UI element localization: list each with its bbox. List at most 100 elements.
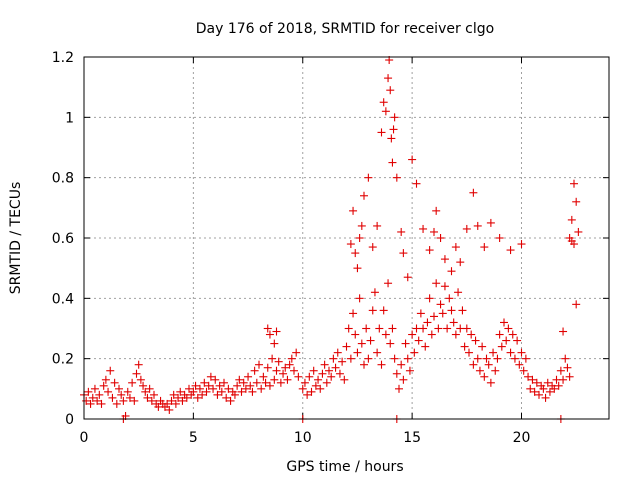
data-point: [574, 227, 583, 236]
data-point: [318, 369, 327, 378]
data-point: [86, 399, 95, 408]
data-point: [524, 372, 533, 381]
data-point: [325, 366, 333, 375]
data-point: [506, 348, 515, 357]
data-point: [368, 306, 377, 315]
data-point: [202, 387, 211, 396]
data-point: [535, 390, 543, 399]
data-point: [401, 339, 410, 348]
data-point: [224, 384, 233, 393]
data-point: [123, 387, 132, 396]
x-tick-label: 20: [513, 430, 531, 446]
data-point: [510, 354, 519, 363]
data-point: [506, 246, 515, 255]
data-point: [191, 381, 200, 390]
data-point: [423, 318, 432, 327]
data-point: [353, 348, 362, 357]
data-point: [390, 354, 399, 363]
data-point: [451, 243, 460, 252]
data-point: [110, 378, 119, 387]
data-point: [458, 306, 467, 315]
data-point: [412, 179, 421, 188]
data-point: [88, 393, 97, 402]
data-point: [351, 330, 360, 339]
y-tick-label: 0: [65, 412, 74, 428]
data-point: [185, 384, 193, 393]
data-point: [475, 366, 484, 375]
data-point: [300, 378, 309, 387]
data-point: [480, 243, 489, 252]
data-point: [246, 381, 255, 390]
data-point: [403, 273, 412, 282]
data-point: [307, 387, 316, 396]
data-point: [384, 74, 393, 83]
data-point: [340, 375, 349, 384]
grid-lines: [84, 57, 609, 419]
data-point: [530, 387, 539, 396]
data-point: [432, 206, 441, 215]
data-point: [128, 378, 137, 387]
data-point: [204, 381, 213, 390]
data-point: [346, 354, 355, 363]
data-point: [559, 375, 568, 384]
data-point: [563, 363, 572, 372]
data-point: [528, 375, 537, 384]
data-point: [388, 324, 397, 333]
x-tick-labels: 0 5 10 15 20: [80, 430, 531, 446]
data-point: [389, 125, 398, 134]
data-point: [305, 372, 314, 381]
data-point: [469, 360, 478, 369]
data-point: [141, 387, 150, 396]
data-point: [97, 399, 106, 408]
data-point: [261, 378, 270, 387]
data-point: [93, 396, 102, 405]
data-point: [257, 384, 266, 393]
y-tick-labels: 0 0.2 0.4 0.6 0.8 1 1.2: [52, 50, 74, 428]
x-tick-label: 10: [294, 430, 312, 446]
data-point: [447, 267, 456, 276]
data-point: [250, 366, 259, 375]
data-point: [167, 396, 176, 405]
data-point: [294, 372, 303, 381]
data-point: [379, 98, 388, 107]
data-point: [408, 155, 417, 164]
data-point: [421, 342, 430, 351]
data-point: [425, 246, 434, 255]
data-point: [567, 215, 576, 224]
data-point: [176, 387, 185, 396]
data-point: [513, 336, 522, 345]
data-point: [392, 173, 401, 182]
data-point: [263, 324, 272, 333]
data-point: [178, 396, 187, 405]
data-point: [303, 390, 312, 399]
data-point: [125, 393, 134, 402]
data-point: [349, 309, 358, 318]
data-point: [351, 249, 360, 258]
data-point: [163, 399, 172, 408]
data-point: [469, 188, 478, 197]
data-point: [311, 381, 320, 390]
data-point: [397, 360, 406, 369]
data-point: [550, 384, 559, 393]
data-point: [377, 360, 386, 369]
data-point: [447, 306, 456, 315]
data-point: [331, 363, 340, 372]
data-point: [561, 354, 570, 363]
data-point: [101, 375, 110, 384]
data-point: [565, 372, 574, 381]
data-point: [217, 387, 226, 396]
data-point: [244, 372, 253, 381]
data-point: [377, 128, 386, 137]
data-point: [471, 336, 480, 345]
data-point: [349, 206, 358, 215]
data-point: [392, 369, 401, 378]
data-point: [454, 288, 463, 297]
data-point: [449, 318, 458, 327]
data-point: [130, 396, 139, 405]
data-point: [489, 348, 498, 357]
data-point: [408, 330, 417, 339]
data-point: [320, 360, 329, 369]
data-point: [456, 258, 465, 267]
y-tick-label: 0.8: [52, 171, 74, 187]
data-point: [265, 330, 274, 339]
